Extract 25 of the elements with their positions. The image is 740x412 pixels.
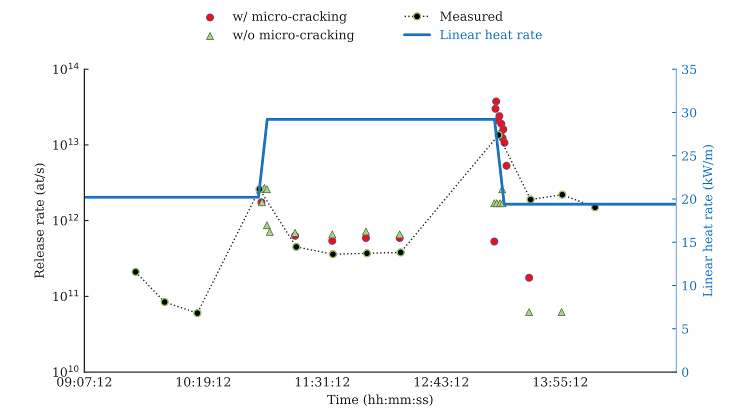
y2-tick-label: 35: [682, 64, 696, 74]
legend-label: w/o micro-cracking: [232, 30, 354, 42]
y2-tick-label: 30: [682, 108, 696, 118]
x-tick-label: 13:55:12: [534, 377, 588, 387]
y-tick-label: 10$^{10}$: [53, 365, 78, 377]
y2-tick-label: 10: [682, 280, 696, 290]
y-tick-label: 10$^{13}$: [53, 138, 78, 150]
y2-tick-label: 25: [682, 151, 696, 161]
y-tick-label: 10$^{12}$: [53, 214, 78, 226]
y2-tick-label: 0: [682, 368, 688, 377]
x-tick-label: 09:07:12: [57, 377, 112, 387]
x-tick-label: 12:43:12: [414, 377, 468, 387]
legend-label: w/ micro-cracking: [232, 11, 347, 24]
y-tick-label: 10$^{11}$: [53, 290, 78, 302]
legend-label: Linear heat rate: [440, 30, 542, 40]
y2-tick-label: 5: [682, 324, 688, 334]
y-axis-title: Release rate (at/s): [34, 164, 46, 278]
x-tick-label: 10:19:12: [176, 377, 230, 387]
x-tick-label: 11:31:12: [296, 377, 350, 387]
y2-tick-label: 15: [682, 238, 696, 248]
y2-tick-label: 20: [682, 194, 696, 204]
x-axis-title: Time (hh:mm:ss): [327, 394, 433, 406]
y2-axis-title: Linear heat rate (kW/m): [702, 145, 714, 296]
legend-label: Measured: [440, 11, 503, 21]
y-tick-label: 10$^{14}$: [53, 62, 79, 74]
